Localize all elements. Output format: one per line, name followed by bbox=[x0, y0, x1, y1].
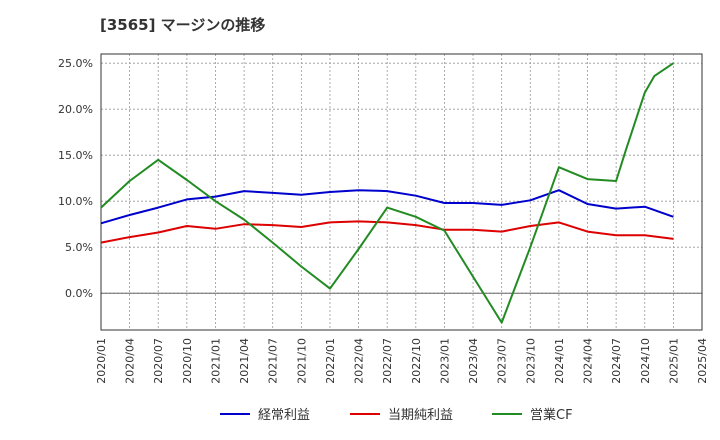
x-tick-label: 2024/07 bbox=[610, 338, 623, 384]
x-tick-label: 2025/04 bbox=[696, 338, 709, 384]
x-tick-label: 2023/01 bbox=[438, 338, 451, 384]
x-tick-label: 2022/04 bbox=[353, 338, 366, 384]
x-tick-label: 2020/01 bbox=[95, 338, 108, 384]
plot-area: 2020/01 2020/04 2020/07 2020/10 2021/01 2021/… bbox=[58, 53, 709, 384]
y-tick-label: 10.0% bbox=[58, 195, 93, 208]
y-tick-label: 5.0% bbox=[65, 241, 93, 254]
legend-label: 経常利益 bbox=[258, 408, 310, 423]
legend-label: 営業CF bbox=[530, 407, 573, 423]
x-tick-label: 2024/10 bbox=[639, 338, 652, 384]
x-tick-label: 2024/04 bbox=[582, 338, 595, 384]
series-line-1 bbox=[100, 189, 674, 225]
y-tick-label: 25.0% bbox=[58, 57, 93, 70]
y-tick-label: 20.0% bbox=[58, 103, 93, 116]
legend: 経常利益 当期純利益 営業CF bbox=[220, 407, 573, 423]
x-tick-label: 2021/01 bbox=[209, 338, 222, 384]
x-tick-label: 2021/04 bbox=[238, 338, 251, 384]
x-tick-label: 2022/01 bbox=[324, 338, 337, 384]
x-tick-label: 2020/07 bbox=[152, 338, 165, 384]
x-tick-label: 2020/10 bbox=[181, 338, 194, 384]
plot-background bbox=[101, 54, 702, 330]
series-line-2 bbox=[100, 220, 674, 244]
x-tick-label: 2021/10 bbox=[295, 338, 308, 384]
x-tick-label: 2025/01 bbox=[667, 338, 680, 384]
plot-frame bbox=[100, 53, 703, 331]
y-tick-label: 0.0% bbox=[65, 287, 93, 300]
chart-title: [3565] マージンの推移 bbox=[100, 16, 265, 34]
x-tick-label: 2021/07 bbox=[267, 338, 280, 384]
x-tick-label: 2023/10 bbox=[524, 338, 537, 384]
legend-label: 当期純利益 bbox=[388, 408, 453, 423]
x-tick-label: 2020/04 bbox=[124, 338, 137, 384]
x-tick-label: 2023/04 bbox=[467, 338, 480, 384]
y-tick-label: 15.0% bbox=[58, 149, 93, 162]
series-line-3 bbox=[100, 62, 674, 324]
x-tick-label: 2023/07 bbox=[496, 338, 509, 384]
x-tick-label: 2022/07 bbox=[381, 338, 394, 384]
x-tick-label: 2024/01 bbox=[553, 338, 566, 384]
x-tick-label: 2022/10 bbox=[410, 338, 423, 384]
